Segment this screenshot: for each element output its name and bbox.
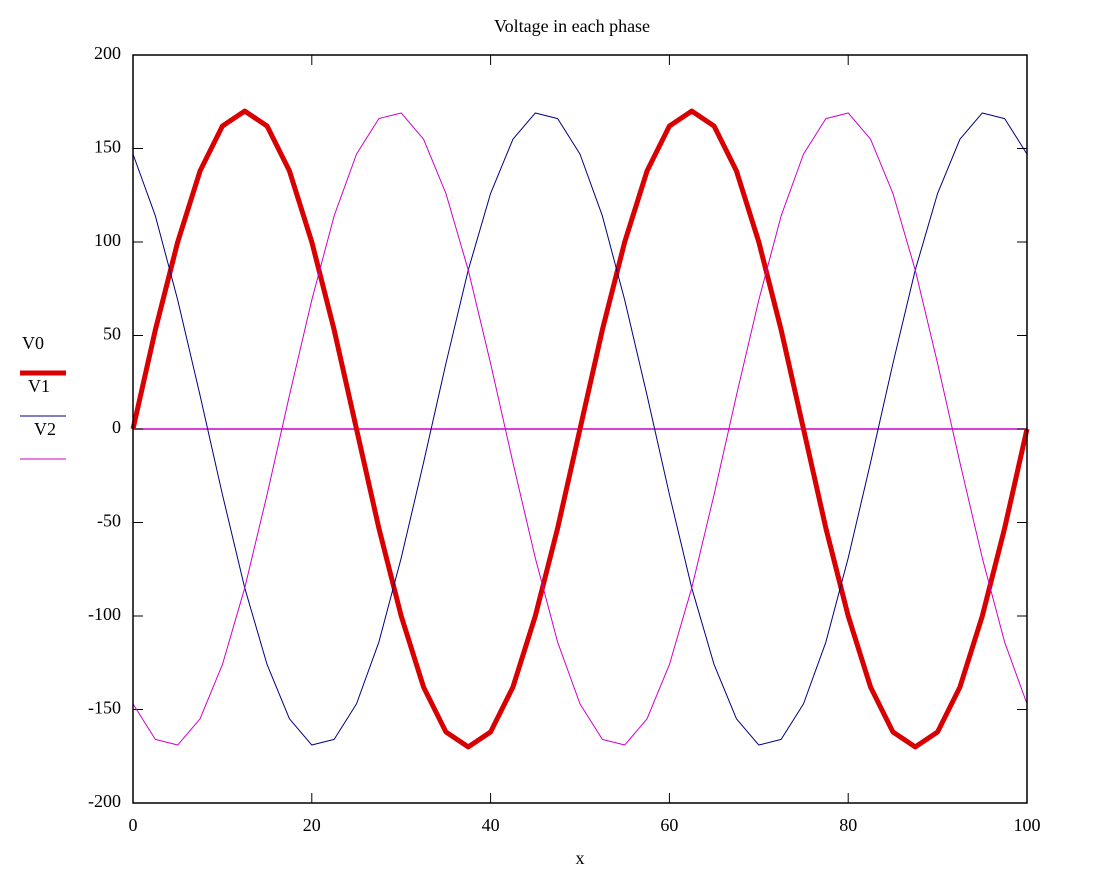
x-tick-label: 80: [839, 815, 857, 835]
series-line: [130, 108, 1030, 750]
y-tick-label: 150: [94, 137, 121, 157]
legend-label: V0: [22, 333, 44, 353]
legend-label: V1: [28, 376, 50, 396]
x-tick-label: 20: [303, 815, 321, 835]
y-tick-label: -50: [97, 511, 121, 531]
series-line: [132, 112, 1028, 746]
x-tick-label: 100: [1014, 815, 1041, 835]
y-tick-label: 200: [94, 43, 121, 63]
x-tick-label: 0: [129, 815, 138, 835]
y-tick-label: 100: [94, 230, 121, 250]
y-tick-label: -200: [88, 791, 121, 811]
chart-title: Voltage in each phase: [494, 16, 650, 36]
y-tick-label: 50: [103, 324, 121, 344]
x-tick-label: 40: [482, 815, 500, 835]
legend-label: V2: [34, 419, 56, 439]
y-tick-label: -150: [88, 698, 121, 718]
x-axis-label: x: [576, 848, 585, 868]
y-tick-label: -100: [88, 604, 121, 624]
y-tick-label: 0: [112, 417, 121, 437]
plot-frame: [132, 54, 1028, 804]
x-tick-label: 60: [660, 815, 678, 835]
series-line: [132, 112, 1028, 746]
